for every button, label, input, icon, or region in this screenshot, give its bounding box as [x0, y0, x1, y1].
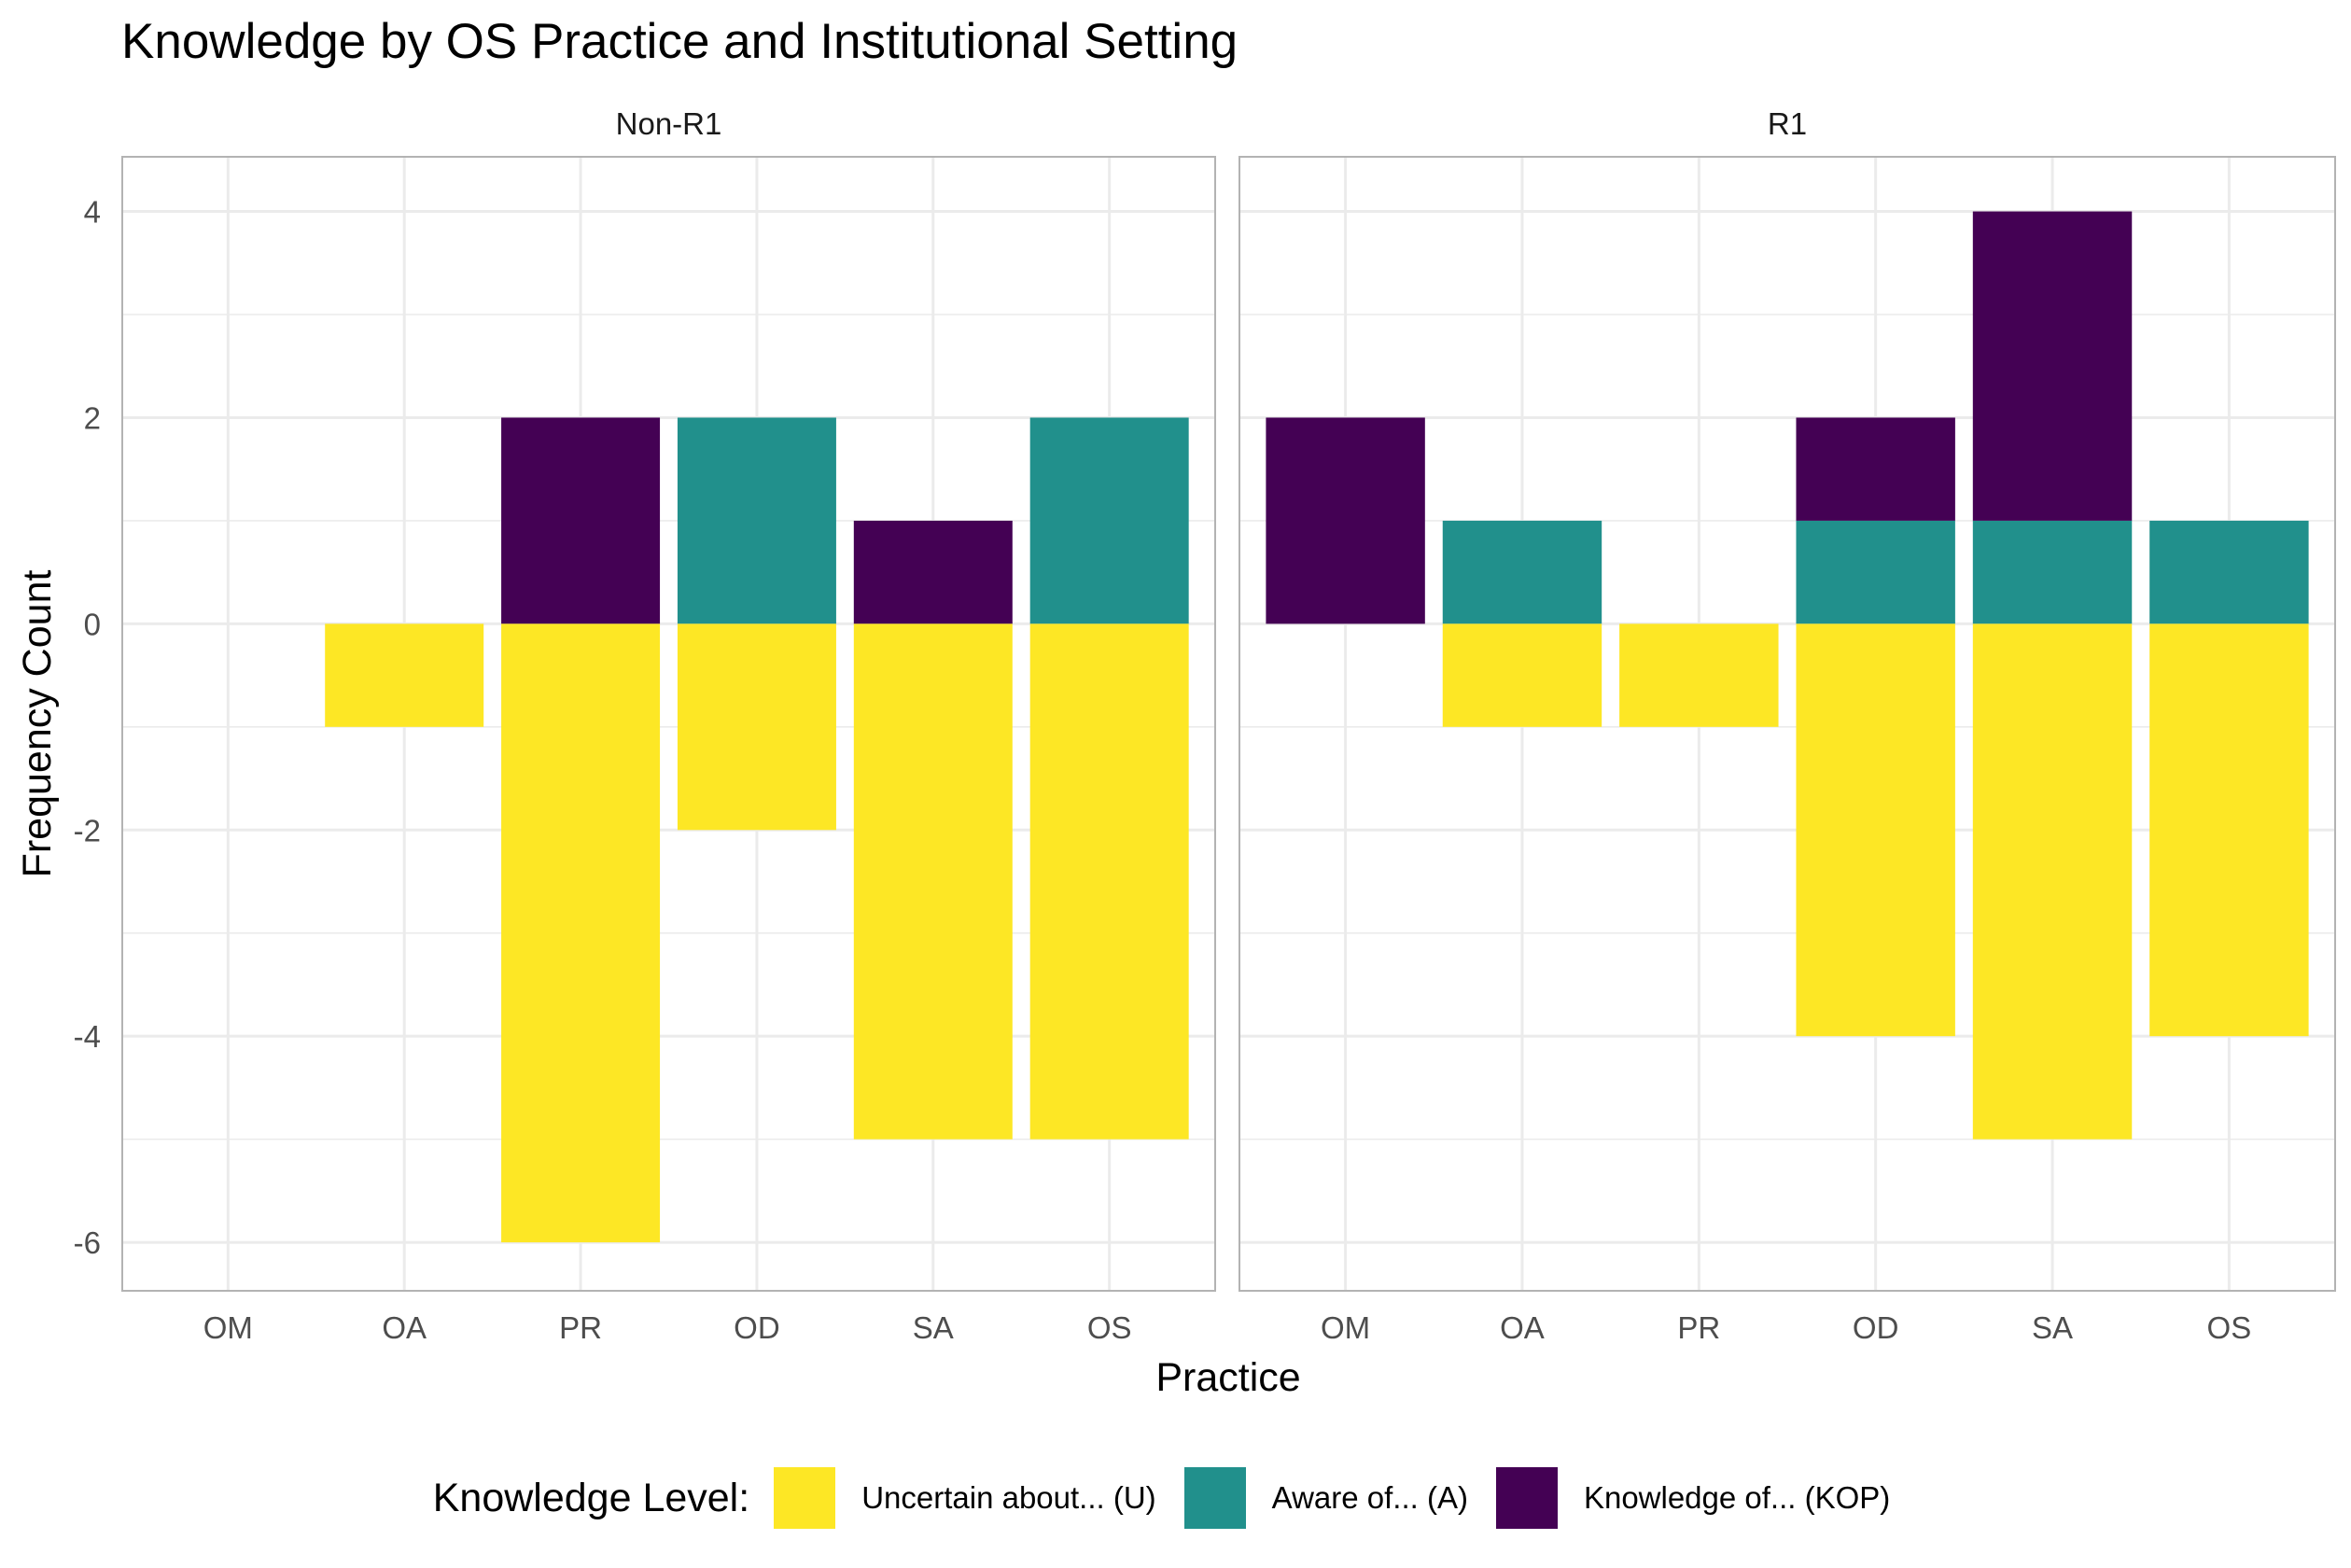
- x-tick-label: OS: [2207, 1310, 2252, 1345]
- faceted-bar-chart: Non-R1 OM OA PR OD SA OS R1 OM OA PR OD SA OS 4 2 0 -2 -4 -…: [15, 106, 2336, 1400]
- bar-r1-os-a: [2149, 520, 2309, 624]
- bar-r1-od-a: [1796, 520, 1955, 624]
- facet-label-r1: R1: [1768, 106, 1807, 141]
- bar-non-r1-os-u: [1029, 623, 1189, 1140]
- bar-non-r1-pr-kop: [501, 417, 661, 624]
- x-tick-label: OM: [203, 1310, 253, 1345]
- legend-swatch-aware: [1183, 1467, 1246, 1529]
- bar-r1-om-kop: [1266, 417, 1425, 624]
- bar-r1-od-kop: [1796, 417, 1955, 521]
- legend-label-knowledge: Knowledge of... (KOP): [1583, 1480, 1891, 1515]
- bar-r1-pr-u: [1619, 623, 1779, 727]
- y-tick-label: -6: [74, 1225, 101, 1260]
- bar-non-r1-oa-u: [325, 623, 484, 727]
- y-tick-label: 4: [84, 195, 101, 230]
- bar-r1-sa-u: [1972, 623, 2133, 1140]
- legend: Knowledge Level: Uncertain about... (U) …: [0, 1461, 2351, 1535]
- bar-r1-os-u: [2149, 623, 2309, 1037]
- legend-swatch-uncertain: [774, 1467, 836, 1529]
- legend-item-uncertain: Uncertain about... (U): [774, 1467, 1156, 1529]
- y-tick-label: 2: [84, 400, 101, 435]
- bar-non-r1-os-a: [1029, 417, 1189, 624]
- facet-label-non-r1: Non-R1: [616, 106, 722, 141]
- bar-r1-oa-a: [1442, 520, 1602, 624]
- x-tick-label: OS: [1087, 1310, 1132, 1345]
- y-tick-label: 0: [84, 607, 101, 641]
- x-axis-title: Practice: [1155, 1355, 1300, 1400]
- panel-border-r1: [1238, 156, 2336, 1292]
- bar-non-r1-sa-u: [853, 623, 1013, 1140]
- x-tick-label: OD: [734, 1310, 780, 1345]
- y-axis-title: Frequency Count: [15, 570, 60, 878]
- legend-item-knowledge: Knowledge of... (KOP): [1495, 1467, 1891, 1529]
- x-tick-label: PR: [1677, 1310, 1720, 1345]
- bar-r1-sa-kop: [1972, 211, 2133, 521]
- chart-title: Knowledge by OS Practice and Institution…: [121, 14, 1238, 69]
- bar-non-r1-sa-kop: [853, 520, 1013, 624]
- bar-r1-od-u: [1796, 623, 1955, 1037]
- bar-non-r1-od-a: [677, 417, 836, 624]
- bar-r1-sa-a: [1972, 520, 2133, 624]
- bar-non-r1-pr-u: [501, 623, 661, 1243]
- x-tick-label: OM: [1321, 1310, 1370, 1345]
- panel-border-non-r1: [121, 156, 1216, 1292]
- x-tick-label: PR: [559, 1310, 602, 1345]
- legend-label-uncertain: Uncertain about... (U): [861, 1480, 1156, 1515]
- legend-title: Knowledge Level:: [432, 1475, 750, 1520]
- y-tick-label: -2: [74, 813, 101, 847]
- legend-item-aware: Aware of... (A): [1183, 1467, 1468, 1529]
- bar-non-r1-od-u: [677, 623, 836, 831]
- legend-swatch-knowledge: [1495, 1467, 1558, 1529]
- x-tick-label: SA: [2032, 1310, 2073, 1345]
- y-tick-label: -4: [74, 1019, 101, 1054]
- x-tick-label: OA: [1500, 1310, 1545, 1345]
- legend-label-aware: Aware of... (A): [1271, 1480, 1468, 1515]
- x-tick-label: OA: [382, 1310, 427, 1345]
- bar-r1-oa-u: [1442, 623, 1602, 727]
- x-tick-label: OD: [1853, 1310, 1899, 1345]
- x-tick-label: SA: [913, 1310, 954, 1345]
